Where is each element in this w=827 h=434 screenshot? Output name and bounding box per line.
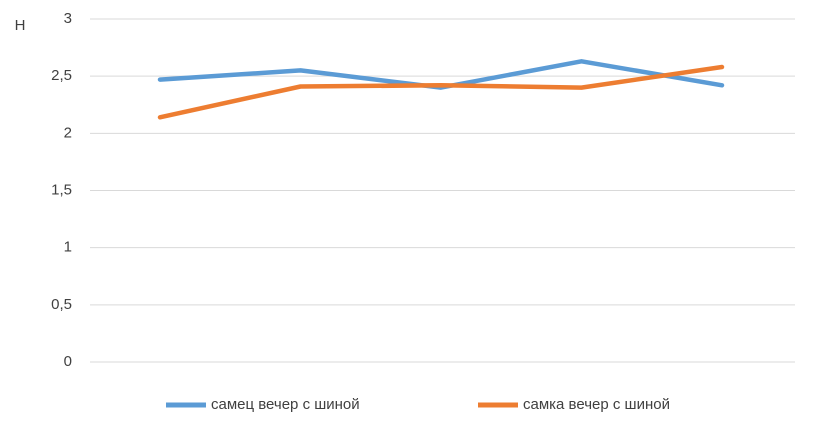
y-axis-unit-label: Н xyxy=(15,17,26,34)
y-tick-label: 3 xyxy=(64,10,72,27)
y-axis-tick-labels: 0 0,5 1 1,5 2 2,5 3 xyxy=(51,10,72,370)
y-tick-label: 1,5 xyxy=(51,181,72,198)
y-tick-label: 2 xyxy=(64,124,72,141)
y-tick-label: 0 xyxy=(64,353,72,370)
legend: самец вечер с шиной самка вечер с шиной xyxy=(166,396,670,413)
series-lines xyxy=(157,59,725,120)
y-tick-label: 0,5 xyxy=(51,296,72,313)
legend-label: самка вечер с шиной xyxy=(523,396,670,413)
y-tick-label: 2,5 xyxy=(51,67,72,84)
series-line-2 xyxy=(157,64,725,120)
legend-label: самец вечер с шиной xyxy=(211,396,360,413)
y-tick-label: 1 xyxy=(64,239,72,256)
